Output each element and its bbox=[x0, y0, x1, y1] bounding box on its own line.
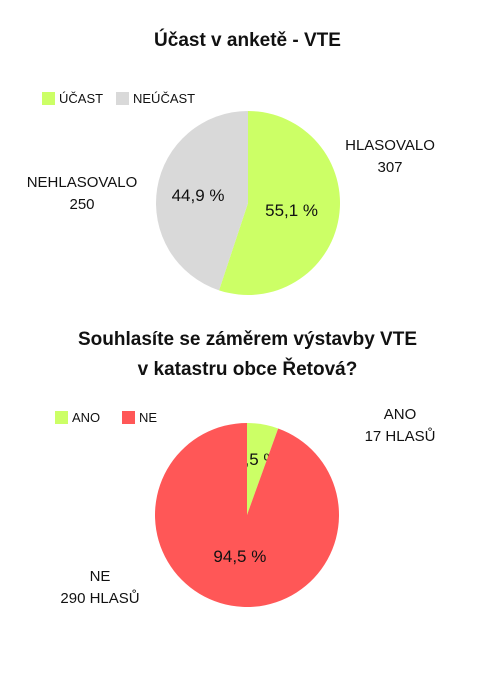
chart2-legend-label-ne: NE bbox=[139, 410, 158, 425]
chart2-legend-item-ne: NE bbox=[122, 410, 157, 425]
chart1-legend-label-neucast: NEÚČAST bbox=[133, 91, 196, 106]
chart1-annotation-hlasovalo-count: 307 bbox=[377, 159, 403, 176]
chart2-annotation-ano: ANO 17 HLASŮ bbox=[340, 404, 460, 448]
chart2-legend-label-ano: ANO bbox=[72, 410, 101, 425]
chart2-annotation-ano-label: ANO bbox=[383, 406, 417, 423]
chart2-annotation-ano-count: 17 HLASŮ bbox=[364, 428, 436, 445]
chart2-annotation-ne-label: NE bbox=[89, 568, 111, 585]
chart2-title-line1: Souhlasíte se záměrem výstavby VTE bbox=[78, 329, 417, 350]
chart2-slice-ne bbox=[155, 423, 340, 607]
chart2-slice-label-ne: 94,5 % bbox=[213, 547, 266, 566]
chart1-legend-item-ucast: ÚČAST bbox=[42, 91, 103, 106]
chart2-legend-swatch-ano bbox=[55, 411, 68, 424]
chart2-legend-item-ano: ANO bbox=[55, 410, 100, 425]
chart1-slice-neúčast bbox=[156, 111, 248, 291]
chart1-annotation-hlasovalo: HLASOVALO 307 bbox=[330, 135, 450, 179]
chart1-annotation-nehlasovalo-count: 250 bbox=[69, 196, 95, 213]
chart1-slice-label-neúčast: 44,9 % bbox=[172, 186, 225, 205]
chart1-legend-item-neucast: NEÚČAST bbox=[116, 91, 195, 106]
chart1-slice-účast bbox=[219, 111, 341, 296]
chart1-annotation-hlasovalo-label: HLASOVALO bbox=[345, 137, 435, 154]
chart1-annotation-nehlasovalo-label: NEHLASOVALO bbox=[26, 174, 138, 191]
chart1-slice-label-účast: 55,1 % bbox=[265, 201, 318, 220]
chart1-annotation-nehlasovalo: NEHLASOVALO 250 bbox=[12, 172, 152, 216]
chart1-title: Účast v anketě - VTE bbox=[154, 30, 341, 51]
chart2-title: Souhlasíte se záměrem výstavby VTE v kat… bbox=[0, 325, 495, 385]
chart1-legend-label-ucast: ÚČAST bbox=[59, 91, 104, 106]
chart2-slice-ano bbox=[247, 423, 279, 515]
chart1-legend-swatch-ucast bbox=[42, 92, 55, 105]
chart1-legend-swatch-neucast bbox=[116, 92, 129, 105]
chart2-title-line2: v katastru obce Řetová? bbox=[137, 359, 358, 380]
chart2-annotation-ne-count: 290 HLASŮ bbox=[60, 590, 140, 607]
chart2-legend-swatch-ne bbox=[122, 411, 135, 424]
chart2-annotation-ne: NE 290 HLASŮ bbox=[40, 566, 160, 610]
